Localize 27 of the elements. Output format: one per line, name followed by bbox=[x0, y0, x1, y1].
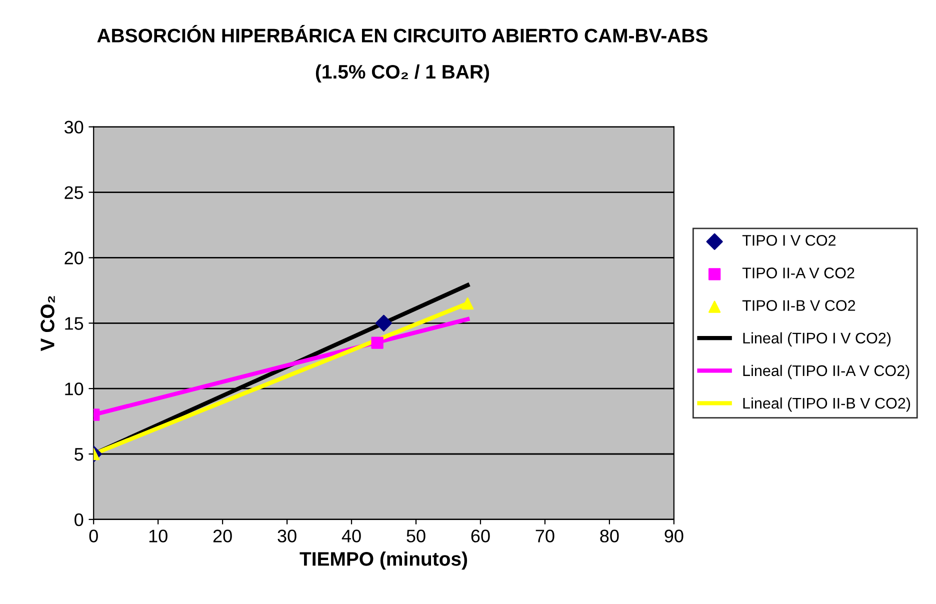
x-tick-label: 70 bbox=[536, 530, 554, 542]
y-tick-label: 25 bbox=[64, 186, 84, 199]
x-tick-label: 0 bbox=[89, 530, 98, 542]
x-tick-label: 60 bbox=[471, 530, 490, 542]
legend-label: TIPO I V CO2 bbox=[742, 234, 836, 246]
x-tick-label: 10 bbox=[149, 530, 168, 542]
legend-label: Lineal (TIPO II-B V CO2) bbox=[743, 397, 910, 412]
legend-label: TIPO II-B V CO2 bbox=[742, 300, 856, 311]
y-tick-label: 0 bbox=[74, 513, 84, 526]
legend-label: Lineal (TIPO II-A V CO2) bbox=[743, 364, 910, 380]
y-tick-label: 10 bbox=[65, 382, 84, 396]
y-tick-label: 20 bbox=[64, 252, 84, 264]
chart-title: ABSORCIÓN HIPERBÁRICA EN CIRCUITO ABIERTO CAM-BV-ABS bbox=[97, 25, 708, 42]
x-axis-title: TIEMPO (minutos) bbox=[300, 552, 468, 570]
x-tick-label: 90 bbox=[664, 530, 684, 542]
chart-subtitle: (1.5% CO₂ / 1 BAR) bbox=[316, 64, 490, 83]
y-tick-label: 5 bbox=[74, 448, 84, 461]
y-axis-title: V CO₂ bbox=[40, 296, 55, 352]
legend-label: Lineal (TIPO I V CO2) bbox=[743, 332, 891, 347]
x-tick-label: 80 bbox=[600, 530, 619, 542]
x-tick-label: 20 bbox=[213, 530, 232, 542]
y-tick-label: 30 bbox=[64, 120, 84, 134]
x-tick-label: 40 bbox=[342, 530, 361, 542]
legend-label: TIPO II-A V CO2 bbox=[742, 268, 854, 278]
y-tick-label: 15 bbox=[65, 317, 84, 330]
x-tick-label: 30 bbox=[278, 530, 296, 542]
x-tick-label: 50 bbox=[406, 530, 426, 542]
